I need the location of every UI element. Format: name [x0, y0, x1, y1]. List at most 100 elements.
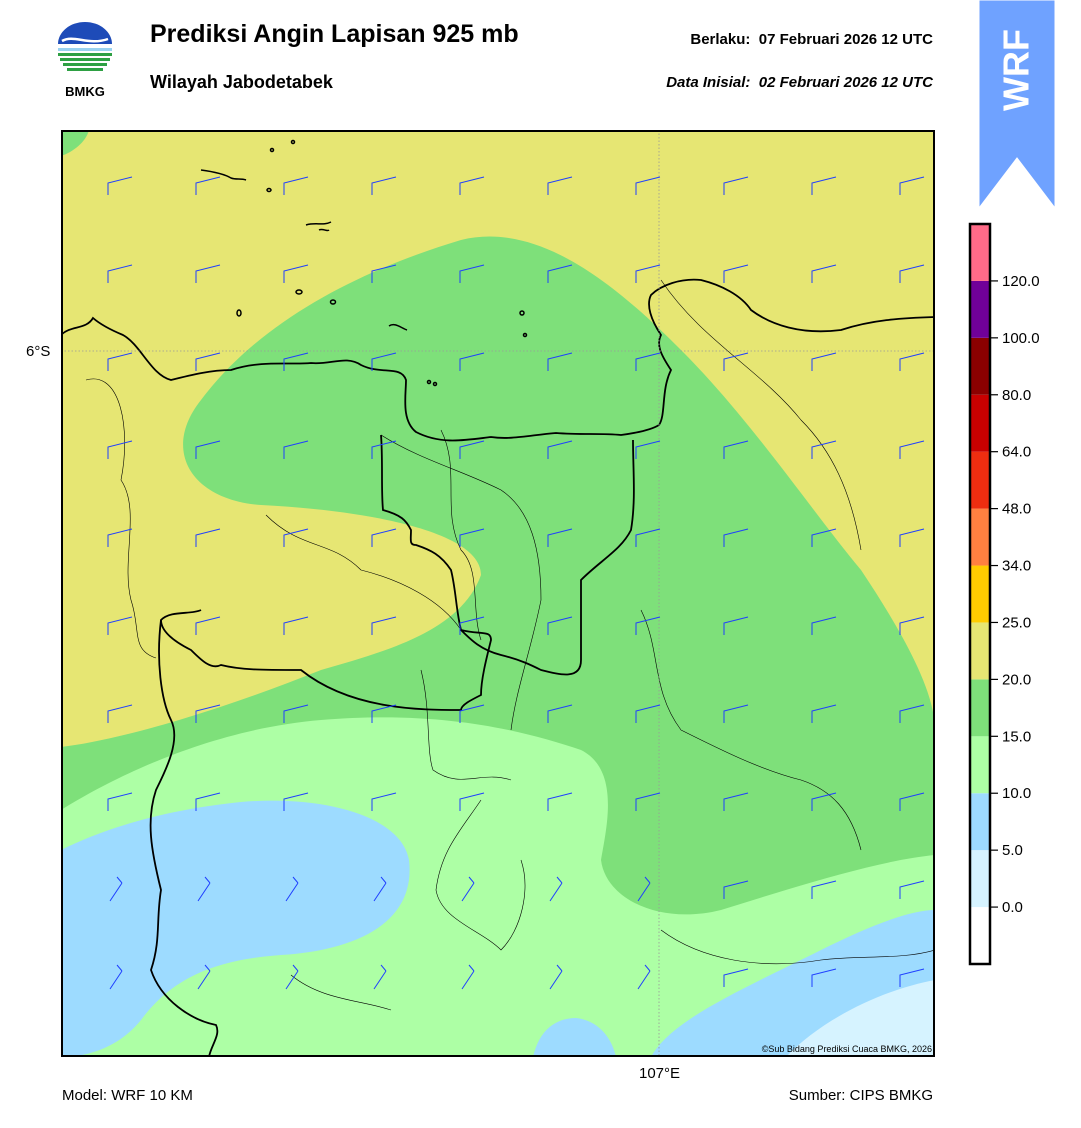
wind-barb	[283, 176, 309, 195]
valid-label: Berlaku:	[690, 31, 751, 48]
valid-time: Berlaku: 07 Februari 2026 12 UTC	[690, 31, 933, 48]
admin-boundaries	[85, 279, 935, 1011]
lon-tick-label: 107°E	[639, 1065, 681, 1082]
source-label: Sumber: CIPS BMKG	[788, 1087, 933, 1104]
wind-band-0-5	[786, 980, 935, 1057]
colorbar-tick-label: 120.0	[1002, 273, 1040, 290]
wind-barb	[283, 264, 309, 283]
colorbar-tick-label: 15.0	[1002, 728, 1031, 745]
wind-barb	[373, 876, 387, 902]
wind-barb	[285, 964, 299, 990]
colorbar-cell	[970, 850, 990, 908]
wind-barb	[723, 264, 749, 283]
wind-barb	[811, 880, 837, 899]
wind-barb	[371, 616, 397, 635]
wind-barb	[195, 264, 221, 283]
wind-barb	[107, 528, 133, 547]
wind-barb	[635, 352, 661, 371]
colorbar-tick-label: 64.0	[1002, 444, 1031, 461]
wind-barb	[197, 964, 211, 990]
bmkg-emblem-icon	[58, 22, 112, 71]
wind-barb	[109, 964, 123, 990]
wind-barb	[371, 792, 397, 811]
colorbar-tick-label: 0.0	[1002, 899, 1023, 916]
colorbar-cell	[970, 679, 990, 737]
wind-barb	[723, 880, 749, 899]
wind-barb	[285, 876, 299, 902]
wind-barb	[197, 876, 211, 902]
map-frame	[61, 130, 935, 1057]
init-label: Data Inisial:	[666, 74, 751, 91]
wind-band-5-10-west	[61, 800, 410, 1057]
wind-barb	[723, 792, 749, 811]
wind-barb	[107, 792, 133, 811]
wind-barb	[195, 440, 221, 459]
init-time: Data Inisial: 02 Februari 2026 12 UTC	[666, 74, 933, 91]
wind-barb	[547, 616, 573, 635]
colorbar-cell	[970, 280, 990, 338]
wind-barb	[723, 616, 749, 635]
colorbar-tick-label: 20.0	[1002, 671, 1031, 688]
wind-barb	[461, 964, 475, 990]
wind-barb	[459, 176, 485, 195]
wind-barb	[811, 176, 837, 195]
copyright-text: ©Sub Bidang Prediksi Cuaca BMKG, 2026	[762, 1044, 932, 1054]
map-title: Prediksi Angin Lapisan 925 mb	[150, 20, 519, 48]
wind-barb	[635, 792, 661, 811]
wind-barb	[461, 876, 475, 902]
wind-barb	[637, 964, 651, 990]
wind-barb	[459, 616, 485, 635]
wind-barb	[637, 876, 651, 902]
wind-barb	[195, 792, 221, 811]
wind-map: ©Sub Bidang Prediksi Cuaca BMKG, 2026	[61, 130, 935, 1057]
wind-barb	[107, 616, 133, 635]
colorbar-cell	[970, 565, 990, 623]
wind-barb	[107, 440, 133, 459]
coastline	[61, 278, 935, 1057]
wind-barb	[283, 792, 309, 811]
wind-barb	[811, 440, 837, 459]
colorbar-ticks: 0.0 5.0 10.0 15.0 20.0 25.0 34.0 48.0 64.0 80.0 10…	[990, 273, 1040, 916]
wind-barb	[459, 440, 485, 459]
wind-barb	[635, 264, 661, 283]
colorbar-cell	[970, 736, 990, 794]
wind-band-15-20-corner	[61, 130, 89, 156]
wind-barb	[195, 528, 221, 547]
wind-barb	[899, 704, 925, 723]
islands	[200, 139, 528, 387]
wind-barb	[547, 440, 573, 459]
colorbar-cell	[970, 622, 990, 680]
wind-barb	[899, 440, 925, 459]
wind-barb	[459, 264, 485, 283]
wind-barb	[811, 264, 837, 283]
wind-barb	[635, 440, 661, 459]
lat-tick-label: 6°S	[26, 343, 51, 360]
wind-barb	[635, 176, 661, 195]
wind-barb	[811, 792, 837, 811]
wind-barb	[549, 964, 563, 990]
wind-barb	[899, 880, 925, 899]
wind-barb	[283, 616, 309, 635]
wind-barb	[899, 264, 925, 283]
wind-barbs	[107, 176, 925, 990]
wind-barb	[547, 792, 573, 811]
wind-barb	[635, 616, 661, 635]
wind-barb	[811, 616, 837, 635]
wind-barb	[811, 968, 837, 987]
wind-barb	[371, 528, 397, 547]
wind-barb	[547, 176, 573, 195]
colorbar-cell	[970, 907, 990, 964]
wind-band-5-10-south	[533, 1018, 616, 1057]
wind-barb	[371, 264, 397, 283]
wind-barb	[547, 704, 573, 723]
wind-barb	[723, 176, 749, 195]
wind-barb	[811, 528, 837, 547]
wind-barb	[109, 876, 123, 902]
wind-barb	[459, 704, 485, 723]
wind-barb	[283, 528, 309, 547]
wind-barb	[371, 176, 397, 195]
wind-barb	[811, 704, 837, 723]
wind-barb	[107, 264, 133, 283]
wind-barb	[195, 704, 221, 723]
wind-barb	[371, 352, 397, 371]
